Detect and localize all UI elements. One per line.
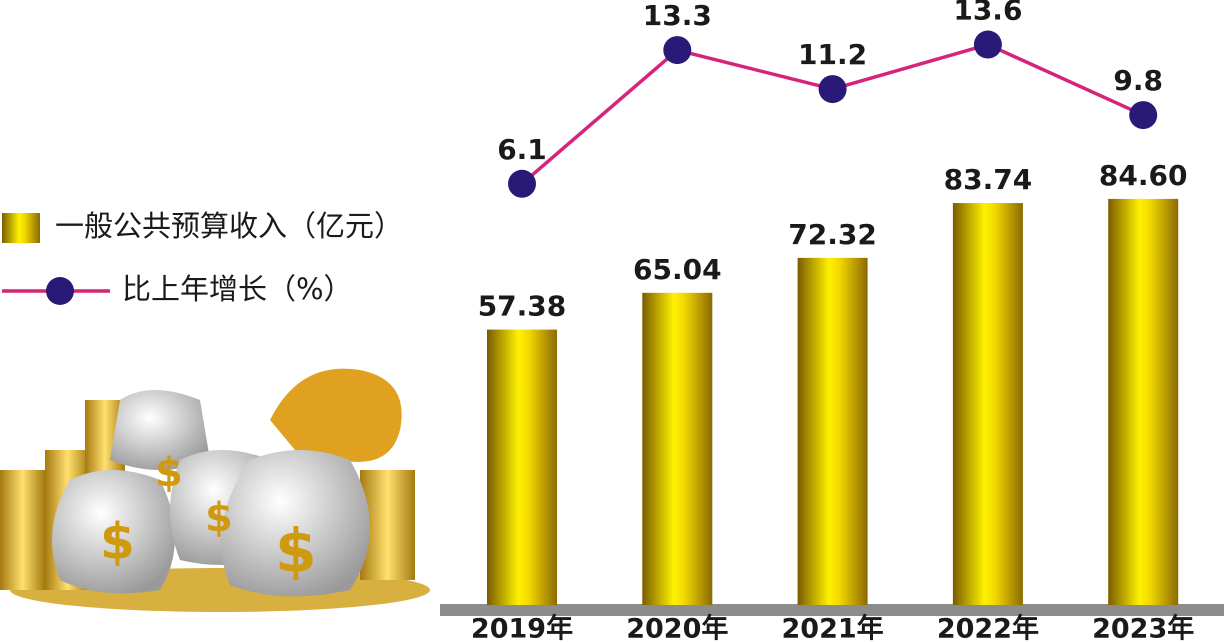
data-label: 11.2 [798,38,867,71]
x-tick-label: 2020年 [626,613,728,642]
svg-text:$: $ [275,517,317,587]
svg-text:$: $ [155,450,183,496]
marker [973,30,1002,59]
marker [1129,101,1158,130]
data-label: 9.8 [1113,64,1163,97]
svg-text:$: $ [205,495,233,541]
data-label: 6.1 [497,133,547,166]
bar [797,257,868,605]
data-label: 72.32 [788,218,877,251]
data-label: 13.6 [953,0,1022,27]
marker [818,75,847,104]
legend-swatch [2,213,40,243]
x-tick-label: 2022年 [937,613,1039,642]
bar [642,292,713,605]
bar [1108,198,1179,606]
x-tick-label: 2019年 [471,613,573,642]
x-tick-label: 2021年 [782,613,884,642]
data-label: 84.60 [1099,159,1188,192]
legend-swatch [46,277,74,305]
data-label: 83.74 [944,163,1033,196]
legend-label: 一般公共预算收入（亿元） [55,209,403,243]
data-label: 13.3 [643,0,712,32]
baseline [440,604,1224,616]
illustration: $ $ $ $ [0,368,430,612]
marker [508,169,536,198]
legend-label: 比上年增长（%） [122,272,353,306]
marker [663,36,692,65]
data-label: 65.04 [633,253,722,286]
x-tick-label: 2023年 [1092,613,1194,642]
bar [952,203,1023,605]
svg-text:$: $ [100,513,135,571]
bar [487,329,557,605]
data-label: 57.38 [478,290,567,323]
